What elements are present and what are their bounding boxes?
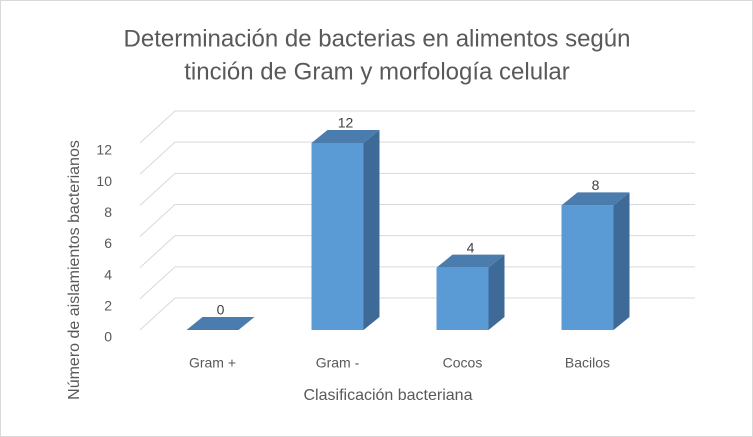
y-tick-label: 2 <box>104 298 112 314</box>
data-label: 4 <box>467 239 475 255</box>
bar-top <box>186 317 255 330</box>
chart-title: Determinación de bacterias en alimentos … <box>124 25 631 52</box>
bar-side <box>488 254 505 330</box>
data-label: 8 <box>592 177 600 193</box>
bar <box>436 267 489 330</box>
x-tick-label: Bacilos <box>565 355 610 371</box>
x-tick-label: Gram - <box>316 355 360 371</box>
y-tick-label: 6 <box>104 235 112 251</box>
grid-line <box>139 204 695 237</box>
bar <box>561 205 614 330</box>
y-tick-label: 10 <box>96 173 112 189</box>
bar <box>311 143 364 330</box>
grid-line <box>139 297 695 331</box>
data-label: 0 <box>217 302 225 318</box>
y-tick-label: 0 <box>104 329 112 345</box>
bar-top <box>436 254 505 268</box>
x-tick-label: Gram + <box>189 355 236 371</box>
chart-title: tinción de Gram y morfología celular <box>184 58 570 85</box>
data-label: 12 <box>338 115 354 131</box>
x-tick-label: Cocos <box>443 355 483 371</box>
grid-line <box>139 235 695 269</box>
grid-line <box>139 266 695 300</box>
grid-line <box>139 141 695 175</box>
bar-top <box>561 192 630 206</box>
bar-side <box>613 192 630 330</box>
bar-side <box>363 130 380 330</box>
y-axis-title: Número de aislamientos bacterianos <box>66 140 83 400</box>
y-tick-label: 8 <box>104 204 112 220</box>
bar-top <box>311 130 380 143</box>
y-tick-label: 12 <box>96 142 112 158</box>
y-tick-label: 4 <box>104 266 112 282</box>
grid-line <box>139 172 695 206</box>
x-axis-title: Clasificación bacteriana <box>304 387 473 404</box>
grid-line <box>139 110 695 144</box>
